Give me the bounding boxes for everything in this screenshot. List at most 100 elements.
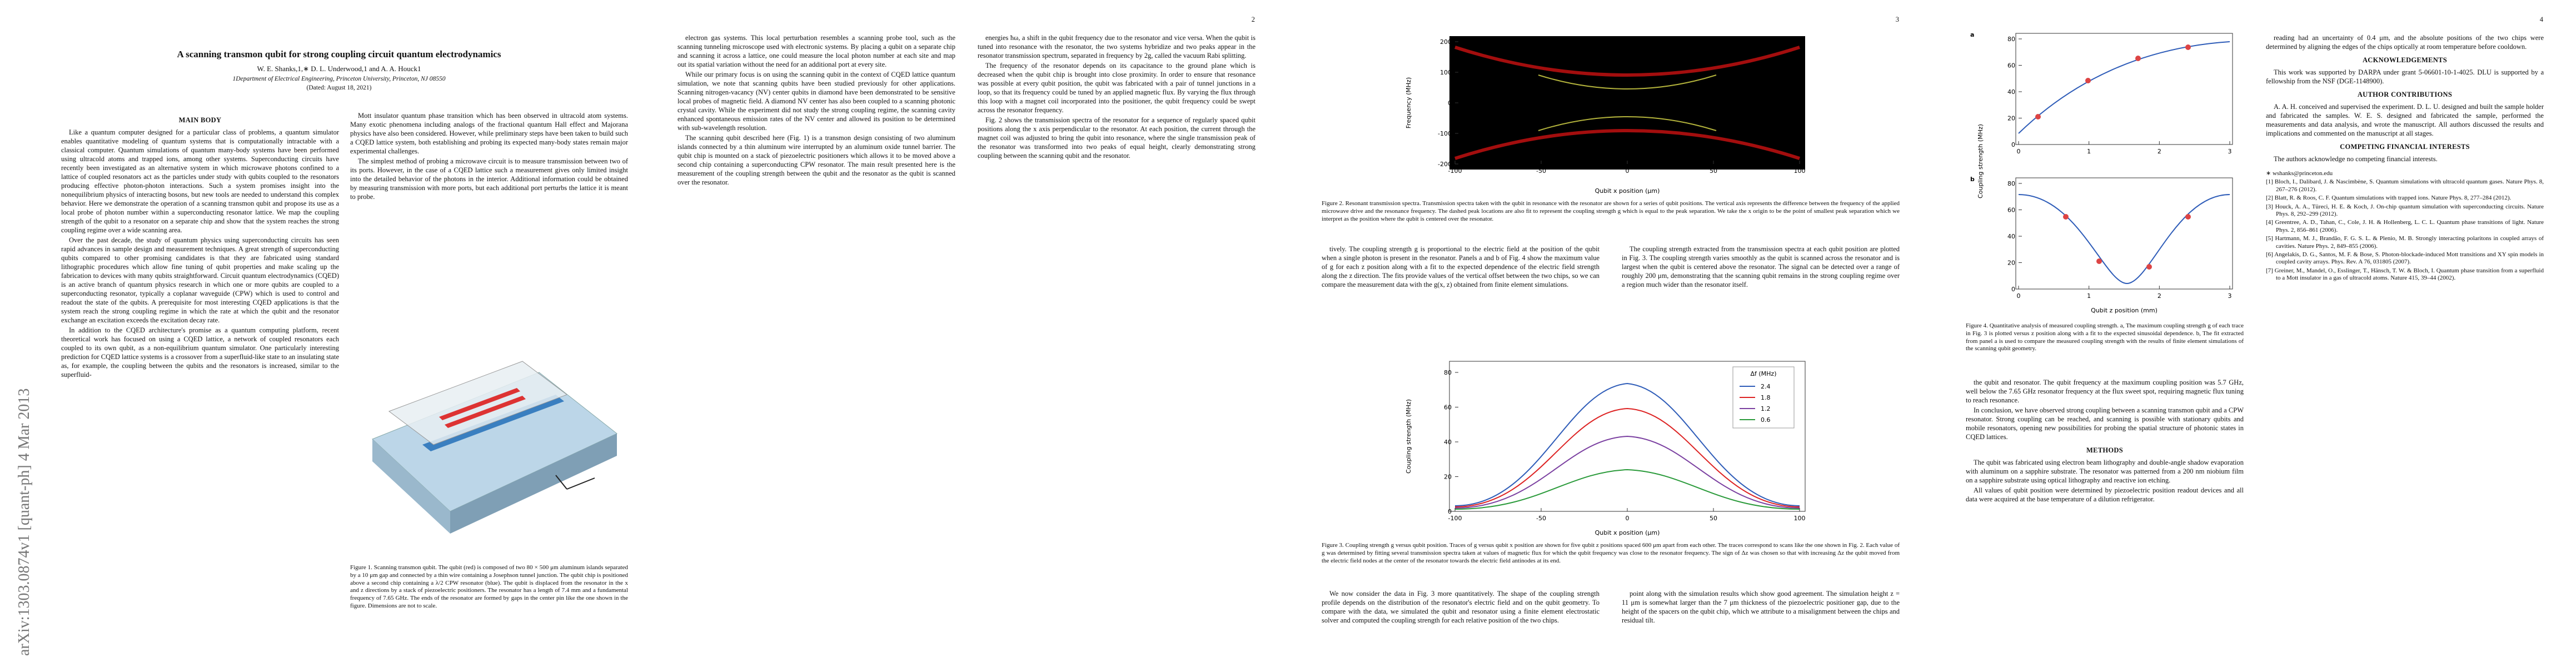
references: ∗ wshanks@princeton.edu [1] Bloch, I., Da… xyxy=(2266,170,2544,282)
authors: W. E. Shanks,1,∗ D. L. Underwood,1 and A… xyxy=(257,64,421,73)
page-4: 4 a b Coupling strength (MHz) Qubit z po… xyxy=(1932,0,2576,667)
y-axis-label: Coupling strength (MHz) xyxy=(1977,124,1984,198)
text-block: We now consider the data in Fig. 3 more … xyxy=(1322,589,1600,625)
axis-arrow xyxy=(555,475,567,490)
y-tick-label: -100 xyxy=(1438,130,1452,137)
x-tick-label: 50 xyxy=(1710,167,1717,175)
x-tick-label: -50 xyxy=(1536,515,1546,522)
x-tick-label: 0 xyxy=(2017,148,2021,155)
x-tick-label: 0 xyxy=(1626,167,1630,175)
figure-caption: Figure 4. Quantitative analysis of measu… xyxy=(1966,322,2244,352)
paragraph: Like a quantum computer designed for a p… xyxy=(61,128,339,234)
legend-label: 1.8 xyxy=(1761,394,1771,401)
title: A scanning transmon qubit for strong cou… xyxy=(177,49,501,59)
x-tick-label: 2 xyxy=(2158,292,2161,300)
column: The coupling strength extracted from the… xyxy=(1622,245,1900,356)
chip-edge xyxy=(450,434,617,534)
section-heading: MAIN BODY xyxy=(178,116,222,124)
paragraph: All values of qubit position were determ… xyxy=(1966,486,2244,503)
paragraph: In conclusion, we have observed strong c… xyxy=(1966,406,2244,441)
y-tick-label: 20 xyxy=(1444,474,1452,481)
text-block: Mott insulator quantum phase transition … xyxy=(350,111,628,201)
reference: [6] Angelakis, D. G., Santos, M. F. & Bo… xyxy=(2266,251,2544,266)
paragraph: The authors acknowledge no competing fin… xyxy=(2274,155,2438,163)
y-tick-label: 20 xyxy=(2007,115,2015,122)
page-2: 2 electron gas systems. This local pertu… xyxy=(644,0,1288,667)
text-block: Like a quantum computer designed for a p… xyxy=(61,128,339,379)
y-tick-label: 20 xyxy=(2007,260,2015,267)
y-tick-label: 40 xyxy=(2007,233,2015,240)
page-1: arXiv:1303.0874v1 [quant-ph] 4 Mar 2013 … xyxy=(0,0,644,667)
y-tick-label: 80 xyxy=(2007,180,2015,187)
y-tick-label: 80 xyxy=(1444,369,1452,376)
legend-label: 2.4 xyxy=(1761,383,1771,390)
y-tick-label: 0 xyxy=(2011,286,2015,293)
figure-caption: Figure 3. Coupling strength g versus qub… xyxy=(1322,542,1900,564)
y-tick-label: -200 xyxy=(1438,161,1452,168)
paragraph: point along with the simulation results … xyxy=(1622,590,1900,624)
figure-caption: Figure 2. Resonant transmission spectra.… xyxy=(1322,200,1900,222)
paragraph: In addition to the CQED architecture's p… xyxy=(61,326,339,379)
paragraph: The qubit was fabricated using electron … xyxy=(1966,459,2244,484)
heatmap-band xyxy=(1538,74,1717,131)
column: Mott insulator quantum phase transition … xyxy=(350,111,628,345)
curve xyxy=(1454,407,1800,507)
text-block: electron gas systems. This local perturb… xyxy=(677,33,955,187)
legend-title: Δf (MHz) xyxy=(1750,370,1776,377)
point xyxy=(2185,214,2191,220)
reference: [4] Greentree, A. D., Tahan, C., Cole, J… xyxy=(2266,219,2544,233)
page-number: 4 xyxy=(2539,16,2543,23)
reference: [5] Hartmann, M. J., Brandão, F. G. S. L… xyxy=(2266,235,2544,250)
paragraph: The scanning qubit described here (Fig. … xyxy=(677,134,955,186)
heatmap-band xyxy=(1454,129,1800,160)
y-tick-label: 0 xyxy=(2011,141,2015,148)
reference: [3] Houck, A. A., Türeci, H. E. & Koch, … xyxy=(2266,203,2544,218)
text-block: point along with the simulation results … xyxy=(1622,589,1900,625)
paragraph: The simplest method of probing a microwa… xyxy=(350,157,628,201)
y-tick-label: 0 xyxy=(1448,508,1452,515)
section-heading: COMPETING FINANCIAL INTERESTS xyxy=(2340,143,2470,151)
point xyxy=(2135,56,2141,61)
text-block: reading had an uncertainty of 0.4 μm, an… xyxy=(2266,33,2544,51)
text-block: tively. The coupling strength g is propo… xyxy=(1322,245,1600,289)
figure-1 xyxy=(372,361,617,534)
point xyxy=(2085,78,2091,83)
point xyxy=(2146,264,2152,270)
paragraph: This work was supported by DARPA under g… xyxy=(2266,68,2544,85)
plot-frame xyxy=(2015,33,2233,145)
x-tick-label: 1 xyxy=(2087,292,2091,300)
y-tick-label: 0 xyxy=(1448,99,1452,107)
paragraph: reading had an uncertainty of 0.4 μm, an… xyxy=(2266,34,2544,51)
x-tick-label: 1 xyxy=(2087,148,2091,155)
y-tick-label: 200 xyxy=(1440,38,1452,46)
paragraph: Mott insulator quantum phase transition … xyxy=(350,112,628,155)
text-block: energies ħω, a shift in the qubit freque… xyxy=(978,33,1255,160)
fit-curve xyxy=(2018,41,2230,134)
chip-edge xyxy=(372,439,450,534)
curve xyxy=(1454,469,1800,510)
x-tick-label: 3 xyxy=(2228,292,2232,300)
header: A scanning transmon qubit for strong cou… xyxy=(61,49,617,91)
x-axis-label: Qubit x position (μm) xyxy=(1595,529,1660,536)
text-block: the qubit and resonator. The qubit frequ… xyxy=(1966,378,2244,441)
reference: [2] Blatt, R. & Roos, C. F. Quantum simu… xyxy=(2266,195,2512,202)
text-block: The qubit was fabricated using electron … xyxy=(1966,458,2244,504)
point xyxy=(2096,258,2102,264)
point xyxy=(2035,114,2041,120)
x-tick-label: 0 xyxy=(2017,292,2021,300)
y-tick-label: 80 xyxy=(2007,36,2015,43)
x-tick-label: 50 xyxy=(1710,515,1717,522)
column: energies ħω, a shift in the qubit freque… xyxy=(978,33,1255,656)
column: reading had an uncertainty of 0.4 μm, an… xyxy=(2266,33,2544,661)
y-axis-label: Coupling strength (MHz) xyxy=(1405,399,1412,474)
x-tick-label: 100 xyxy=(1794,515,1806,522)
paragraph: electron gas systems. This local perturb… xyxy=(677,34,955,68)
qubit-island xyxy=(445,396,526,428)
paragraph: energies ħω, a shift in the qubit freque… xyxy=(978,34,1255,59)
date: (Dated: August 18, 2021) xyxy=(306,84,372,91)
heatmap-band xyxy=(1454,46,1800,77)
figure-4: a b Coupling strength (MHz) Qubit z posi… xyxy=(1970,31,2233,314)
column: point along with the simulation results … xyxy=(1622,589,1900,661)
paragraph: The coupling strength extracted from the… xyxy=(1622,245,1900,288)
x-tick-label: 100 xyxy=(1794,167,1806,175)
